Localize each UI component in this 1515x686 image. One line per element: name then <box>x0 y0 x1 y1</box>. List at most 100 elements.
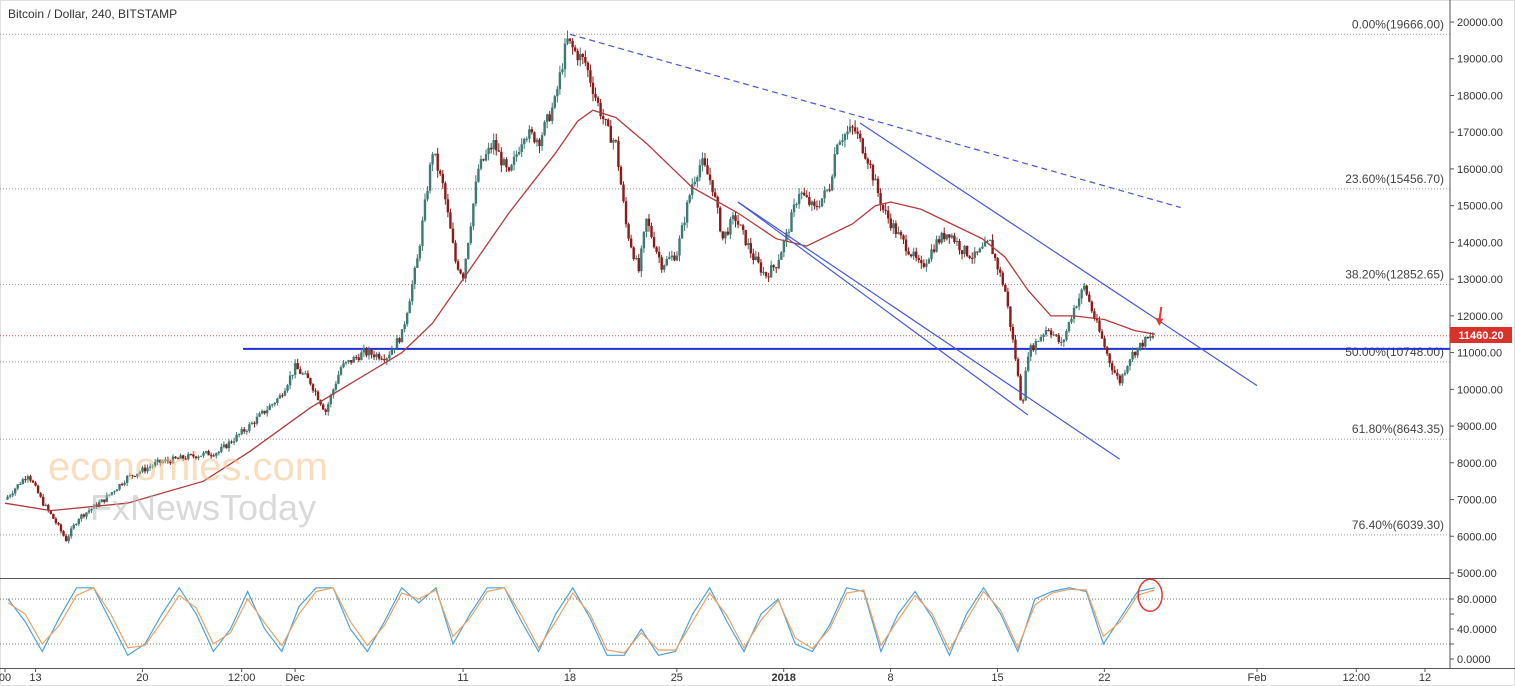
candle-body <box>166 459 170 462</box>
candle-body <box>831 176 834 191</box>
candle-body <box>62 531 65 536</box>
candle-body <box>752 253 755 260</box>
candle-body <box>856 131 859 134</box>
candle-body <box>986 240 989 242</box>
candle-body <box>708 174 712 181</box>
candle-body <box>479 159 483 169</box>
overbought-circle <box>1137 578 1163 612</box>
candle-body <box>342 363 345 368</box>
candle-body <box>1004 284 1007 292</box>
candle-body <box>502 159 506 166</box>
candle-body <box>428 164 432 191</box>
candle-body <box>153 462 157 466</box>
y-tick-label: 12000.00 <box>1457 311 1503 323</box>
candle-body <box>97 502 101 507</box>
candle-body <box>311 384 315 391</box>
candle-body <box>118 484 121 490</box>
candle-body <box>187 454 190 460</box>
candle-body <box>403 324 406 330</box>
candle-body <box>843 134 847 141</box>
candle-body <box>706 165 709 175</box>
candle-body <box>841 140 844 142</box>
candle-body <box>334 383 338 390</box>
candle-body <box>395 338 399 349</box>
candle-body <box>1077 298 1081 307</box>
candle-body <box>960 250 964 254</box>
candle-body <box>54 518 58 523</box>
candle-body <box>624 201 628 225</box>
candle-body <box>915 251 918 259</box>
candle-body <box>1001 272 1004 285</box>
candle-body <box>1095 318 1099 321</box>
candle-body <box>701 158 704 166</box>
candle-body <box>767 276 770 278</box>
candle-body <box>105 495 109 502</box>
candle-body <box>1019 375 1022 401</box>
candle-body <box>47 504 50 511</box>
candle-body <box>393 348 396 350</box>
x-tick-label: Feb <box>1248 672 1267 684</box>
candle-body <box>161 461 165 463</box>
candle-body <box>400 329 404 343</box>
candle-body <box>696 177 699 182</box>
candle-body <box>441 173 444 184</box>
candle-body <box>512 156 516 165</box>
candle-body <box>260 410 264 414</box>
candle-body <box>943 232 946 240</box>
candle-body <box>713 192 717 197</box>
candle-body <box>698 165 702 178</box>
candle-body <box>36 485 40 494</box>
candle-body <box>31 480 35 483</box>
candle-body <box>859 133 862 139</box>
x-tick-label: 8 <box>888 672 894 684</box>
candle-body <box>996 258 999 270</box>
candle-body <box>146 467 149 472</box>
candle-body <box>777 259 780 269</box>
candle-body <box>1144 337 1147 347</box>
candle-body <box>11 493 14 496</box>
candle-body <box>349 360 353 363</box>
candle-body <box>87 510 91 513</box>
candle-body <box>484 154 488 161</box>
candle-body <box>125 476 129 483</box>
candle-body <box>192 454 195 457</box>
candle-body <box>981 246 984 249</box>
candle-body <box>973 251 976 259</box>
candle-body <box>41 496 45 506</box>
candle-body <box>792 204 796 213</box>
candle-body <box>642 231 646 249</box>
candle-body <box>1100 331 1104 339</box>
candle-body <box>586 62 590 71</box>
candle-body <box>668 257 671 259</box>
candle-body <box>1136 347 1139 356</box>
candle-body <box>670 255 674 258</box>
candle-body <box>1121 374 1124 384</box>
candle-body <box>673 255 676 261</box>
candle-body <box>34 482 37 486</box>
candle-body <box>123 482 126 485</box>
candle-body <box>540 135 544 147</box>
candle-body <box>927 259 931 264</box>
candle-body <box>1065 330 1068 340</box>
candle-body <box>1139 342 1142 348</box>
candle-body <box>44 504 47 506</box>
candle-body <box>573 47 577 51</box>
candle-body <box>1083 285 1086 290</box>
candle-body <box>255 416 259 424</box>
candle-body <box>365 348 368 356</box>
candle-body <box>492 140 495 150</box>
candlesticks <box>6 30 1155 544</box>
candle-body <box>197 456 200 459</box>
candle-body <box>866 158 870 164</box>
candle-body <box>864 153 867 159</box>
y-tick-label: 10000.00 <box>1457 384 1503 396</box>
candle-body <box>472 203 475 227</box>
candle-body <box>968 256 971 259</box>
y-tick-label: 14000.00 <box>1457 237 1503 249</box>
y-tick-label: 5000.00 <box>1457 568 1497 580</box>
candle-body <box>1034 341 1038 351</box>
candle-body <box>237 433 241 435</box>
candle-body <box>388 354 391 359</box>
candle-body <box>444 183 447 200</box>
